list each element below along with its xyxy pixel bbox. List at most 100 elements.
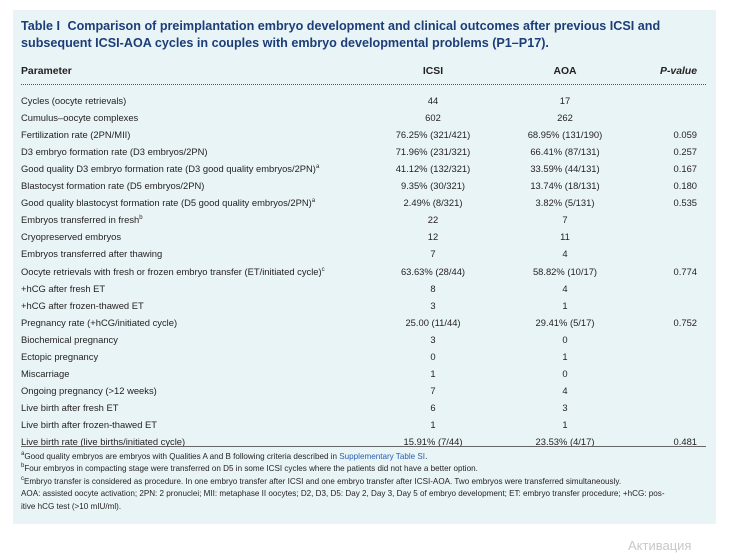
table-row: Live birth after fresh ET 6 3 [13, 399, 716, 416]
row-aoa-value: 33.59% (44/131) [530, 163, 600, 175]
row-aoa-value: 1 [562, 350, 568, 362]
row-aoa-value: 4 [562, 248, 568, 260]
row-icsi-value: 25.00 (11/44) [405, 316, 461, 328]
row-aoa-value: 23.53% (4/17) [535, 436, 595, 447]
row-pvalue: 0.257 [673, 146, 697, 158]
table-row: Pregnancy rate (+hCG/initiated cycle) 25.… [13, 314, 716, 331]
row-aoa-value: 0 [562, 367, 568, 379]
row-parameter: Fertilization rate (2PN/MII) [21, 129, 131, 141]
table-row: Cumulus–oocyte complexes 602 262 [13, 109, 716, 126]
row-icsi-value: 1 [430, 367, 436, 379]
table-row: Miscarriage 1 0 [13, 365, 716, 382]
row-parameter: D3 embryo formation rate (D3 embryos/2PN… [21, 146, 208, 158]
row-icsi-value: 3 [430, 299, 436, 311]
table-panel: Table I Comparison of preimplantation em… [13, 10, 716, 524]
row-parameter: Ectopic pregnancy [21, 350, 99, 362]
footnote-c: cEmbryo transfer is considered as proced… [21, 475, 622, 486]
row-icsi-value: 7 [430, 248, 436, 260]
table-bottom-rule [21, 446, 706, 447]
row-aoa-value: 1 [562, 299, 568, 311]
table-row: Cryopreserved embryos 12 11 [13, 228, 716, 245]
row-pvalue: 0.481 [673, 436, 697, 447]
row-icsi-value: 12 [427, 231, 439, 243]
abbreviations-line-2: itive hCG test (>10 mIU/ml). [21, 501, 122, 511]
row-icsi-value: 7 [430, 384, 436, 396]
row-aoa-value: 66.41% (87/131) [530, 146, 600, 158]
row-aoa-value: 4 [562, 282, 568, 294]
table-row: +hCG after frozen-thawed ET 3 1 [13, 297, 716, 314]
row-icsi-value: 6 [430, 401, 436, 413]
activation-watermark: Активация [628, 538, 692, 553]
row-parameter: Ongoing pregnancy (>12 weeks) [21, 384, 157, 396]
header-icsi: ICSI [422, 66, 444, 77]
row-icsi-value: 15.91% (7/44) [403, 436, 463, 447]
row-aoa-value: 1 [562, 418, 568, 430]
table-number: Table I [21, 19, 60, 33]
row-icsi-value: 44 [427, 95, 439, 106]
table-caption: Table I Comparison of preimplantation em… [21, 18, 711, 52]
row-aoa-value: 58.82% (10/17) [532, 265, 598, 277]
header-rule [21, 84, 706, 85]
row-parameter: Cryopreserved embryos [21, 231, 122, 243]
row-pvalue: 0.167 [673, 163, 697, 175]
header-parameter: Parameter [21, 66, 72, 77]
table-row: Biochemical pregnancy 3 0 [13, 331, 716, 348]
table-footnotes: aGood quality embryos are embryos with Q… [21, 451, 711, 513]
row-pvalue: 0.752 [673, 316, 697, 328]
header-pvalue: P-value [660, 66, 697, 77]
table-row: Ectopic pregnancy 0 1 [13, 348, 716, 365]
row-icsi-value: 2.49% (8/321) [403, 197, 463, 209]
row-icsi-value: 63.63% (28/44) [400, 265, 466, 277]
row-aoa-value: 11 [560, 231, 570, 243]
supplementary-table-link[interactable]: Supplementary Table SI [339, 452, 426, 461]
table-row: Blastocyst formation rate (D5 embryos/2P… [13, 177, 716, 194]
table-row: Good quality D3 embryo formation rate (D… [13, 160, 716, 177]
row-aoa-value: 13.74% (18/131) [530, 180, 600, 192]
table-row: Cycles (oocyte retrievals) 44 17 [13, 92, 716, 109]
row-parameter: Live birth rate (live births/initiated c… [21, 436, 186, 447]
row-icsi-value: 41.12% (132/321) [395, 163, 471, 175]
row-aoa-value: 68.95% (131/190) [527, 129, 603, 141]
row-icsi-value: 71.96% (231/321) [395, 146, 471, 158]
row-parameter: Live birth after frozen-thawed ET [21, 418, 158, 430]
caption-text: Comparison of preimplantation embryo dev… [21, 19, 661, 50]
row-parameter: Oocyte retrievals with fresh or frozen e… [21, 265, 325, 277]
row-icsi-value: 9.35% (30/321) [400, 180, 466, 192]
table-row: Embryos transferred after thawing 7 4 [13, 245, 716, 262]
row-parameter: Cumulus–oocyte complexes [21, 112, 139, 124]
row-pvalue: 0.180 [673, 180, 697, 192]
table-row: Embryos transferred in freshb 22 7 [13, 211, 716, 228]
row-aoa-value: 17 [559, 95, 571, 106]
abbreviations-line-1: AOA: assisted oocyte activation; 2PN: 2 … [21, 489, 665, 499]
row-parameter: +hCG after frozen-thawed ET [21, 299, 144, 311]
table-row: Live birth rate (live births/initiated c… [13, 433, 716, 450]
row-icsi-value: 8 [430, 282, 436, 294]
row-icsi-value: 76.25% (321/421) [395, 129, 471, 141]
row-parameter: Cycles (oocyte retrievals) [21, 95, 127, 106]
row-parameter: Pregnancy rate (+hCG/initiated cycle) [21, 316, 178, 328]
table-row: Fertilization rate (2PN/MII) 76.25% (321/… [13, 126, 716, 143]
row-aoa-value: 7 [562, 214, 568, 226]
row-parameter: Good quality D3 embryo formation rate (D… [21, 163, 320, 175]
row-aoa-value: 4 [562, 384, 568, 396]
row-parameter: Biochemical pregnancy [21, 333, 118, 345]
row-parameter: Good quality blastocyst formation rate (… [21, 197, 316, 209]
row-icsi-value: 22 [427, 214, 439, 226]
header-aoa: AOA [553, 66, 577, 77]
row-parameter: Blastocyst formation rate (D5 embryos/2P… [21, 180, 205, 192]
row-parameter: Embryos transferred in freshb [21, 214, 143, 226]
row-icsi-value: 1 [430, 418, 436, 430]
table-row: Oocyte retrievals with fresh or frozen e… [13, 263, 716, 280]
row-aoa-value: 0 [562, 333, 568, 345]
table-row: +hCG after fresh ET 8 4 [13, 280, 716, 297]
row-aoa-value: 262 [557, 112, 573, 124]
row-parameter: Miscarriage [21, 367, 70, 379]
row-icsi-value: 3 [430, 333, 436, 345]
table-row: Good quality blastocyst formation rate (… [13, 194, 716, 211]
row-aoa-value: 3.82% (5/131) [535, 197, 595, 209]
row-parameter: Embryos transferred after thawing [21, 248, 163, 260]
row-aoa-value: 3 [562, 401, 568, 413]
footnote-a: aGood quality embryos are embryos with Q… [21, 451, 428, 461]
footnote-b: bFour embryos in compacting stage were t… [21, 463, 478, 474]
table-row: D3 embryo formation rate (D3 embryos/2PN… [13, 143, 716, 160]
